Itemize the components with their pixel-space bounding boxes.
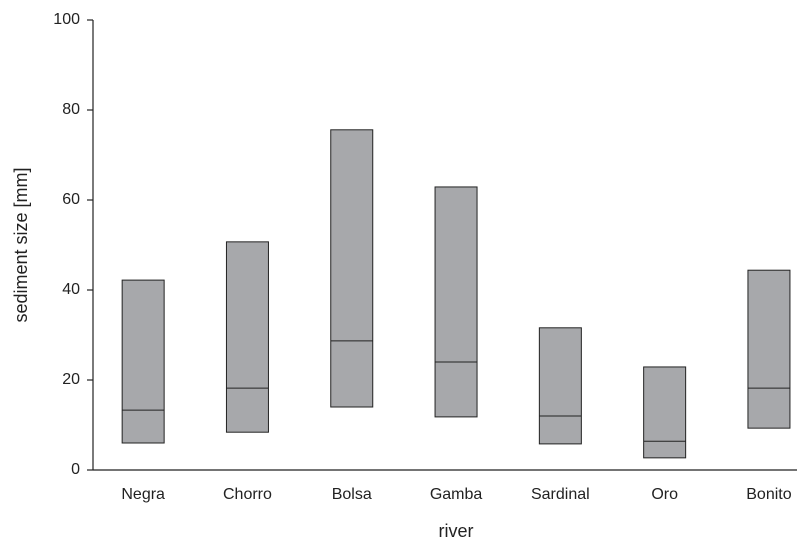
- y-axis-label: sediment size [mm]: [11, 167, 31, 322]
- x-tick-label: Chorro: [223, 486, 272, 503]
- y-tick-label: 80: [62, 101, 80, 118]
- range-box: [330, 129, 374, 408]
- x-tick-label: Sardinal: [531, 486, 590, 503]
- x-tick-label: Bolsa: [332, 486, 372, 503]
- x-tick-label: Bonito: [746, 486, 791, 503]
- y-tick-label: 100: [53, 11, 80, 28]
- y-tick-label: 20: [62, 371, 80, 388]
- range-box: [225, 241, 269, 433]
- x-tick-label: Gamba: [430, 486, 483, 503]
- y-tick-label: 60: [62, 191, 80, 208]
- y-tick-label: 0: [71, 461, 80, 478]
- range-box: [747, 269, 791, 429]
- x-tick-label: Oro: [651, 486, 678, 503]
- range-box: [121, 279, 165, 444]
- y-tick-label: 40: [62, 281, 80, 298]
- range-box: [434, 186, 478, 418]
- range-box: [538, 327, 582, 445]
- range-box: [643, 366, 687, 459]
- x-tick-label: Negra: [121, 486, 165, 503]
- x-axis-label: river: [439, 521, 474, 541]
